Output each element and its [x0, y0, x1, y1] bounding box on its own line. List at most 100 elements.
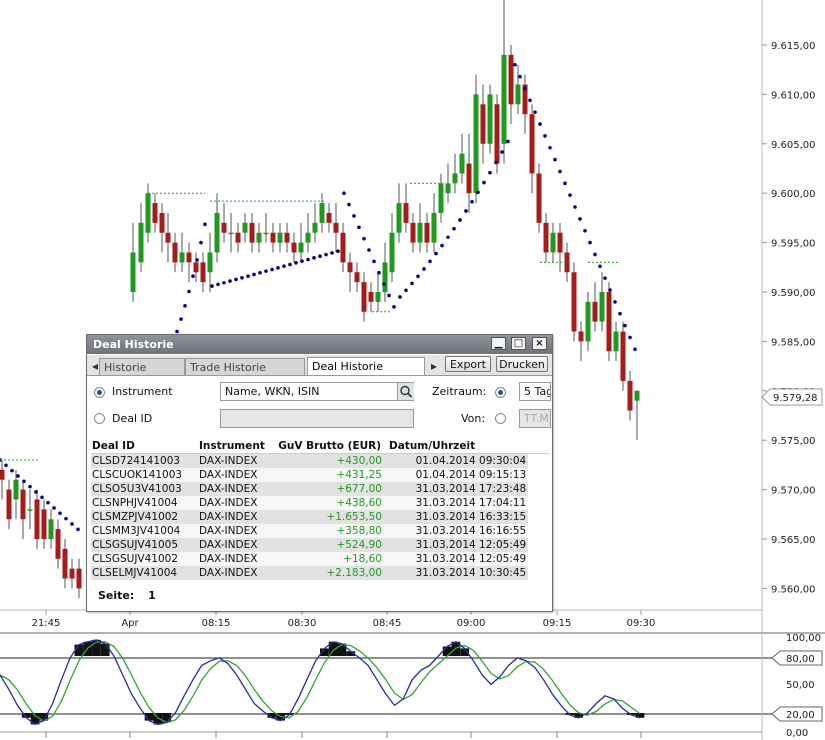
sar-dot [252, 272, 256, 277]
sar-dot [312, 256, 316, 260]
stochastic-oscillator-chart[interactable]: 100,00 80,00 50,00 20,00 0,00 [0, 632, 825, 740]
deal-id-input[interactable] [220, 409, 414, 428]
sar-dot [306, 257, 310, 262]
sar-dot [563, 181, 567, 186]
candle [620, 331, 626, 381]
oscillator-axis: 100,00 80,00 50,00 20,00 0,00 [771, 633, 823, 739]
instrument-radio[interactable] [94, 387, 105, 398]
table-row[interactable]: CLSNPHJV41004 DAX-INDEX +438,60 31.03.2014 … [91, 496, 549, 510]
sar-dot [440, 243, 444, 248]
price-tick-label: 9.600,00 [771, 189, 816, 200]
table-row[interactable]: CLSMZPJV41002 DAX-INDEX +1.653,50 31.03.201… [91, 510, 549, 524]
price-tick-label: 9.575,00 [771, 436, 816, 447]
instrument-search-input[interactable]: Name, WKN, ISIN [220, 382, 414, 401]
tab-historie[interactable]: Historie [99, 358, 185, 375]
oscillator-tick-label: 100,00 [786, 633, 821, 644]
sar-dot [16, 474, 20, 478]
candle [249, 222, 255, 243]
table-row[interactable]: CLSELMJV41004 DAX-INDEX +2.183,00 31.03.201… [91, 566, 549, 580]
current-price-tag: 9.579,28 [761, 388, 823, 406]
instrument-cell: DAX-INDEX [198, 524, 278, 538]
candle [221, 222, 227, 233]
oscillator-tick-label: 20,00 [786, 710, 815, 721]
candle [529, 114, 535, 174]
sar-dot [608, 288, 612, 292]
sar-dot [377, 270, 381, 275]
oscillator-tick-label: 80,00 [786, 654, 815, 665]
candle [347, 262, 353, 273]
table-row[interactable]: CLSGSUJV41005 DAX-INDEX +524,90 31.03.2014 … [91, 538, 549, 552]
close-icon[interactable]: × [532, 337, 547, 350]
candle [291, 242, 297, 253]
candle [613, 331, 619, 352]
guv-cell: +677,00 [277, 482, 388, 496]
sar-dot [300, 259, 304, 263]
tab-bar: ◂ Historie Trade Historie Deal Historie … [87, 355, 552, 376]
von-radio[interactable] [495, 413, 506, 424]
price-tick-label: 9.595,00 [771, 239, 816, 250]
candle [62, 548, 68, 579]
candle [69, 568, 75, 579]
candle [333, 222, 339, 233]
table-row[interactable]: CLSMM3JV41004 DAX-INDEX +358,80 31.03.2014 … [91, 524, 549, 538]
sar-dot [342, 191, 346, 195]
von-date-input[interactable]: TT.MM [519, 409, 551, 428]
col-deal-id[interactable]: Deal ID [91, 438, 198, 454]
candle [634, 390, 640, 401]
tab-deal-historie[interactable]: Deal Historie [307, 357, 425, 375]
time-tick-label: 08:15 [202, 618, 231, 629]
dialog-title-bar[interactable]: Deal Historie ▁ □ × [87, 335, 552, 354]
table-row[interactable]: CLSCUOK141003 DAX-INDEX +431,25 01.04.2014 … [91, 468, 549, 482]
sar-dot [452, 226, 456, 231]
price-chart[interactable]: 9.615,00 9.610,00 9.605,00 9.600,00 9.595,00… [0, 0, 825, 632]
candle [431, 212, 437, 243]
datetime-cell: 01.04.2014 09:15:13 [388, 468, 529, 482]
instrument-cell: DAX-INDEX [198, 482, 278, 496]
sar-dot [568, 193, 572, 197]
col-instrument[interactable]: Instrument [198, 438, 278, 454]
candle [487, 94, 493, 144]
maximize-icon[interactable]: □ [511, 337, 526, 350]
export-button[interactable]: Export [445, 356, 491, 372]
sar-dot [583, 228, 587, 233]
pages-label: Seite: [98, 589, 135, 602]
sar-dot [70, 522, 74, 526]
candle [340, 232, 346, 263]
table-row[interactable]: CLSD724141003 DAX-INDEX +430,00 01.04.2014 … [91, 453, 549, 468]
sar-dot [64, 516, 68, 521]
col-guv-brutto[interactable]: GuV Brutto (EUR) [277, 438, 388, 454]
table-row[interactable]: CLSO5U3V41003 DAX-INDEX +677,00 31.03.2014 … [91, 482, 549, 496]
instrument-label: Instrument [112, 385, 173, 398]
candle [396, 203, 402, 233]
sar-dot [500, 150, 504, 154]
tab-trade-historie[interactable]: Trade Historie [185, 358, 305, 375]
table-row[interactable]: CLSGSUJV41002 DAX-INDEX +18,60 31.03.2014 1… [91, 552, 549, 566]
tab-scroll-right-icon[interactable]: ▸ [430, 359, 438, 373]
col-datum-uhrzeit[interactable]: Datum/Uhrzeit [388, 438, 529, 454]
deal-id-radio[interactable] [94, 413, 105, 424]
page-number[interactable]: 1 [148, 589, 156, 602]
sar-dot [199, 240, 203, 245]
sar-dot [416, 274, 420, 279]
sar-dot [367, 248, 371, 252]
sar-dot [598, 264, 602, 269]
candle [214, 212, 220, 253]
print-button[interactable]: Drucken [496, 356, 548, 372]
zeitraum-select[interactable]: 5 Tage [519, 382, 551, 401]
minimize-icon[interactable]: ▁ [491, 337, 506, 350]
sar-dot [40, 495, 44, 500]
candle [186, 252, 192, 263]
sar-dot [282, 264, 286, 268]
guv-cell: +2.183,00 [277, 566, 388, 580]
zeitraum-radio[interactable] [495, 387, 506, 398]
sar-dot [357, 225, 361, 230]
search-icon[interactable] [397, 383, 414, 400]
sar-dot [288, 262, 292, 267]
sar-dot [195, 258, 199, 262]
candle [354, 272, 360, 283]
tab-scroll-left-icon[interactable]: ◂ [91, 359, 99, 373]
deal-history-dialog[interactable]: Deal Historie ▁ □ × ◂ Historie Trade His… [86, 334, 553, 612]
sar-dot [222, 280, 226, 285]
candle [298, 242, 304, 253]
candle [494, 104, 500, 164]
